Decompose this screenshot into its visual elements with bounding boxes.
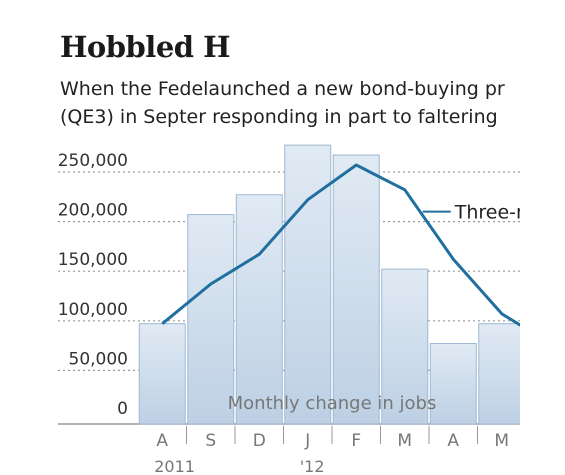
bar xyxy=(235,194,283,425)
bar-series-label: Monthly change in jobs xyxy=(228,393,437,414)
y-tick-label: 50,000 xyxy=(69,349,128,369)
bar xyxy=(332,154,380,425)
bar xyxy=(429,343,477,425)
bar xyxy=(138,323,186,425)
top-edge-fade xyxy=(0,0,565,18)
chart-subtitle-line-2: (QE3) in Septer responding in part to fa… xyxy=(60,106,498,128)
year-label: 2011 xyxy=(154,457,195,475)
x-tick-label: M xyxy=(397,431,412,451)
y-tick-label: 250,000 xyxy=(58,151,128,171)
three-month-average-line xyxy=(161,163,552,345)
chart-title: Hobbled H xyxy=(60,30,231,64)
bar xyxy=(187,214,235,425)
x-tick-label: F xyxy=(351,431,361,451)
x-tick-label: D xyxy=(253,431,266,451)
year-label: '12 xyxy=(300,457,325,475)
bar xyxy=(478,323,526,425)
chart-subtitle-line-1: When the Fedelaunched a new bond-buying … xyxy=(60,78,505,100)
y-tick-label: 100,000 xyxy=(58,300,128,320)
bar xyxy=(284,144,332,425)
y-tick-label: 0 xyxy=(117,399,128,419)
x-tick-label: A xyxy=(156,431,168,451)
x-tick-label: M xyxy=(494,431,509,451)
y-tick-label: 200,000 xyxy=(58,201,128,221)
right-edge-crop xyxy=(520,0,565,475)
bar-series xyxy=(138,144,565,425)
x-tick-label: S xyxy=(205,431,216,451)
bar xyxy=(381,268,429,425)
x-tick-label: A xyxy=(447,431,459,451)
y-tick-label: 150,000 xyxy=(58,250,128,270)
average-line xyxy=(161,163,552,345)
x-tick-label: J xyxy=(304,431,310,451)
